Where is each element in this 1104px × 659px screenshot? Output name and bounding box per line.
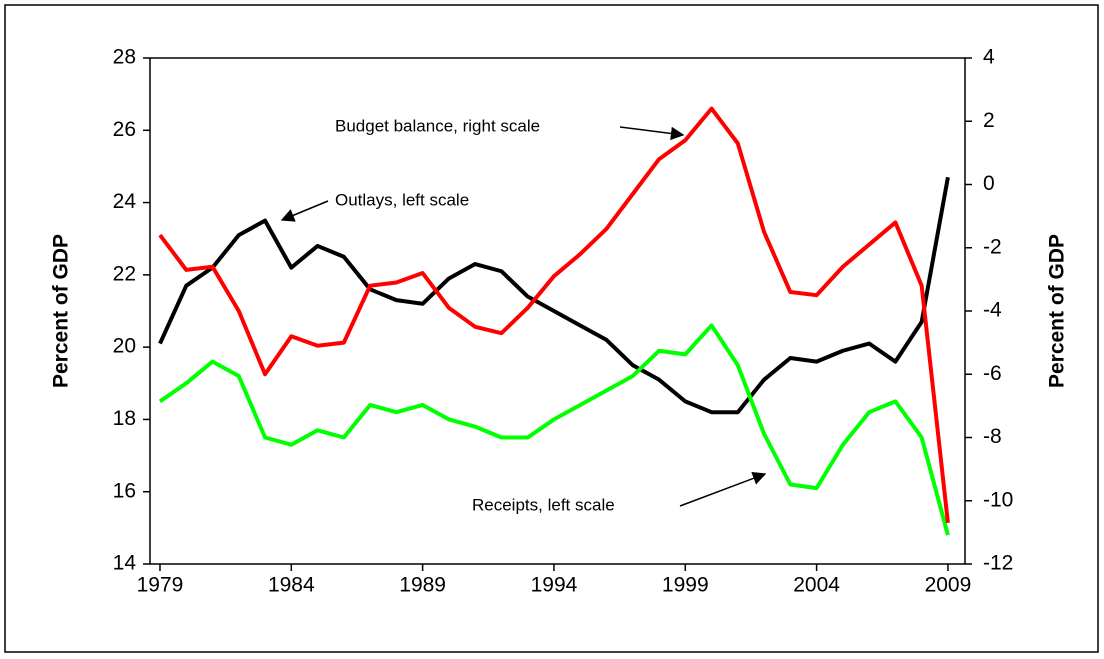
annotation-arrow [619,126,685,141]
x-tick-label: 2004 [793,574,840,597]
x-tick-label: 1984 [268,574,315,597]
annotation: Budget balance, right scale [335,116,540,135]
y-tick-label: 16 [113,479,136,502]
x-tick-label: 1989 [399,574,446,597]
y2-axis-title: Percent of GDP [1046,234,1069,388]
y2-tick-label: 0 [983,172,995,195]
y2-tick-label: 2 [983,109,995,132]
y-tick-label: 20 [113,335,136,358]
line-series [158,323,950,536]
y-tick-label: 24 [113,190,137,213]
annotation: Receipts, left scale [472,495,615,514]
y2-tick-label: -8 [983,425,1002,448]
y2-tick-label: -12 [983,552,1013,575]
line-series [158,176,950,415]
annotation-arrow [280,200,329,222]
annotation-arrow [679,471,767,507]
y-tick-label: 26 [113,118,136,141]
x-tick-label: 2009 [925,574,972,597]
frame [4,4,1099,653]
y2-tick-label: -2 [983,235,1002,258]
x-tick-label: 1994 [531,574,578,597]
annotation: Outlays, left scale [335,190,469,209]
y-tick-label: 18 [113,407,136,430]
y-tick-label: 14 [113,552,137,575]
x-tick-label: 1979 [137,574,184,597]
y-tick-label: 22 [113,262,136,285]
y-axis-title: Percent of GDP [50,234,73,388]
line-series [158,106,950,524]
y-tick-label: 28 [113,46,136,69]
y2-tick-label: 4 [983,46,995,69]
y2-tick-label: -4 [983,299,1002,322]
x-tick-label: 1999 [662,574,709,597]
y2-tick-label: -10 [983,488,1013,511]
y2-tick-label: -6 [983,362,1002,385]
